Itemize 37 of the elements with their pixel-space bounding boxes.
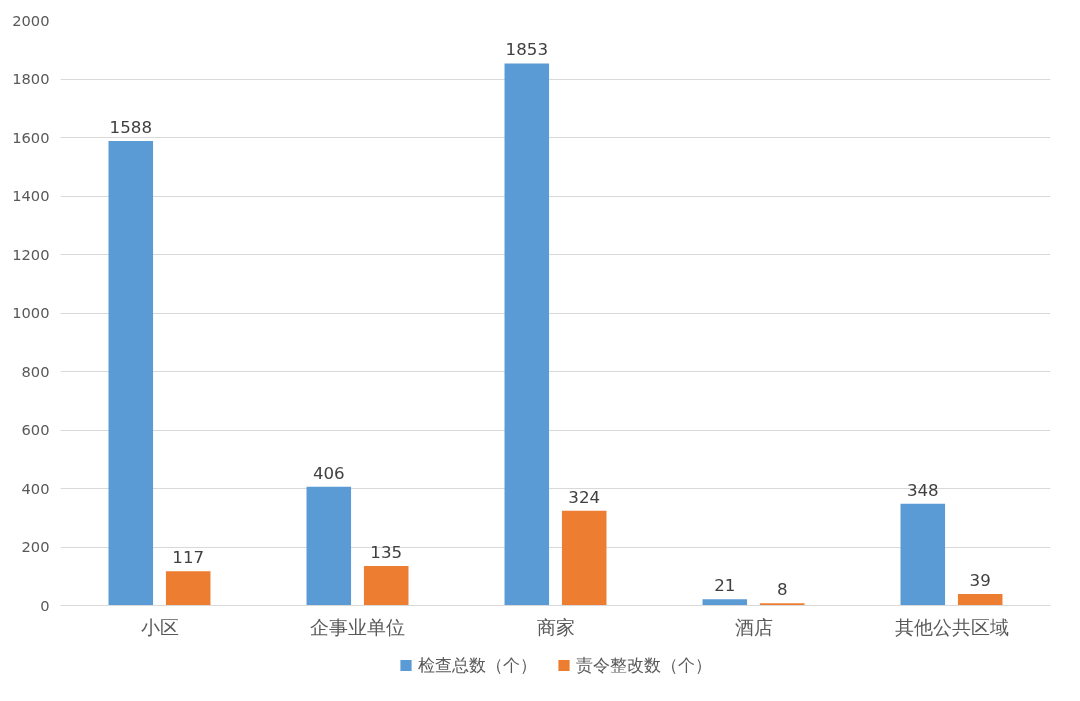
data-label: 135 <box>370 543 403 563</box>
data-label: 1588 <box>109 118 152 138</box>
data-label: 324 <box>568 487 601 507</box>
y-tick-label: 2000 <box>12 11 50 29</box>
bar <box>504 63 550 606</box>
bar <box>702 599 748 606</box>
y-tick-label: 1600 <box>12 128 50 146</box>
data-label: 21 <box>714 576 736 596</box>
bar <box>306 486 352 606</box>
bar <box>108 141 154 606</box>
y-tick-label: 1200 <box>12 245 50 263</box>
y-tick-label: 1800 <box>12 70 50 87</box>
data-label: 39 <box>969 571 991 591</box>
legend-label: 责令整改数（个） <box>575 654 712 677</box>
data-label: 117 <box>172 548 205 568</box>
data-label: 406 <box>312 463 345 483</box>
x-tick-label: 商家 <box>536 616 575 638</box>
y-tick-label: 400 <box>21 479 50 497</box>
y-tick-label: 1000 <box>12 304 50 321</box>
x-tick-label: 酒店 <box>734 616 773 638</box>
bar <box>363 566 409 606</box>
data-label: 1853 <box>505 40 548 60</box>
data-label: 348 <box>906 480 939 500</box>
bar <box>165 571 211 606</box>
legend-label: 检查总数（个） <box>417 654 537 677</box>
y-tick-label: 1400 <box>12 187 50 204</box>
data-label: 8 <box>776 580 788 600</box>
bar <box>561 510 607 606</box>
x-tick-label: 企事业单位 <box>310 616 405 638</box>
y-tick-label: 200 <box>21 538 50 555</box>
y-tick-label: 600 <box>21 421 50 438</box>
x-tick-label: 小区 <box>140 616 179 638</box>
bar <box>900 503 946 606</box>
bar <box>957 594 1003 606</box>
y-tick-label: 0 <box>40 596 50 614</box>
x-tick-label: 其他公共区域 <box>894 616 1009 638</box>
y-tick-label: 800 <box>21 362 50 380</box>
